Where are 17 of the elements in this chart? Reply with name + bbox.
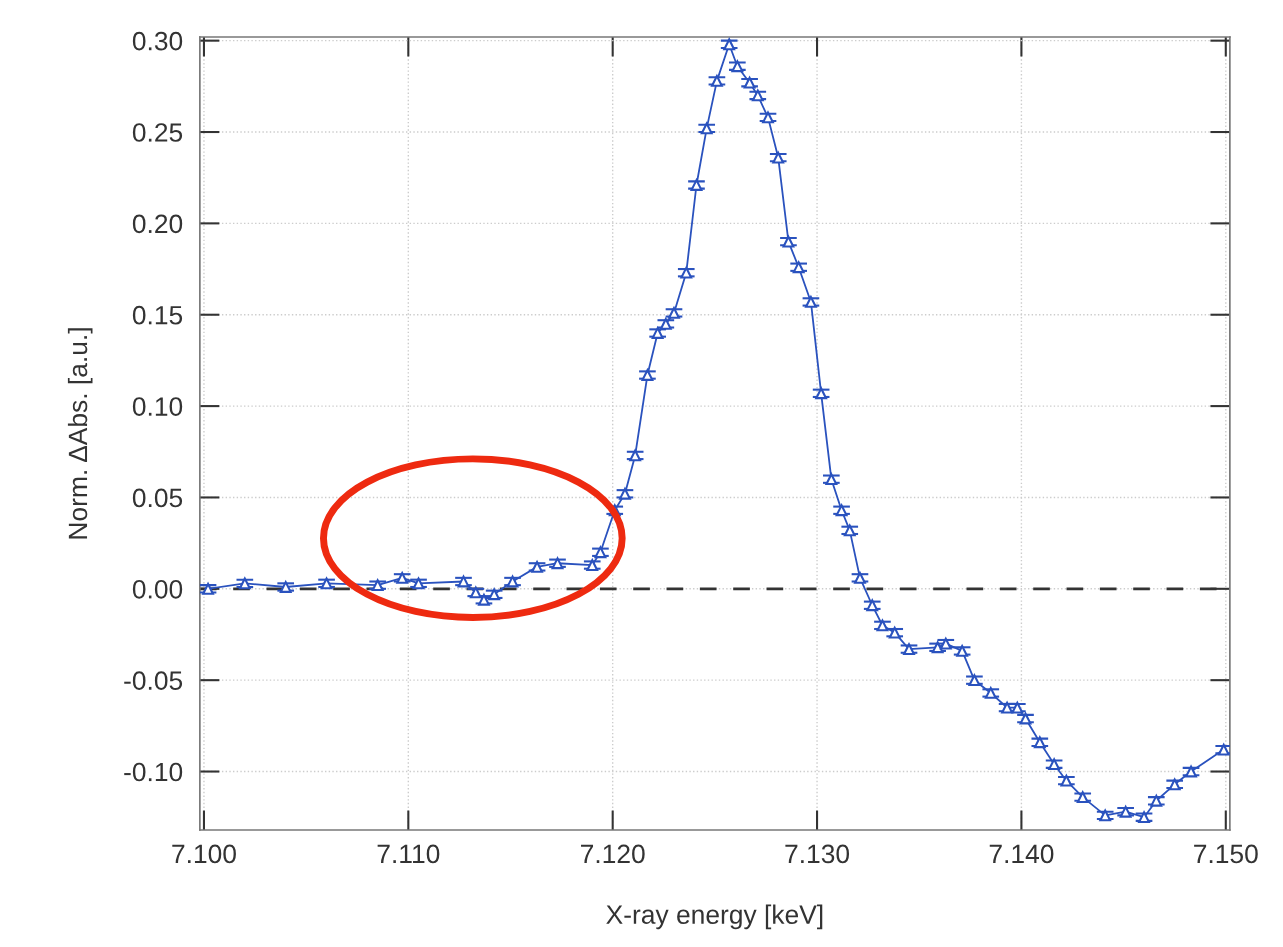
- y-tick-label: 0.30: [132, 31, 183, 51]
- y-axis-title: Norm. ΔAbs. [a.u.]: [67, 328, 93, 539]
- x-tick-label: 7.150: [1194, 844, 1258, 864]
- y-tick-label: -0.10: [124, 762, 183, 782]
- y-tick-label: 0.15: [132, 305, 183, 325]
- y-tick-label: 0.10: [132, 397, 183, 416]
- x-tick-label: 7.140: [989, 844, 1054, 864]
- x-tick-label: 7.130: [785, 844, 850, 864]
- y-tick-label: 0.20: [132, 214, 183, 234]
- x-tick-label: 7.110: [377, 844, 440, 864]
- y-tick-label: 0.25: [132, 123, 183, 142]
- y-tick-label: 0.05: [132, 488, 183, 508]
- y-tick-label: 0.00: [132, 579, 183, 599]
- x-axis-title: X-ray energy [keV]: [606, 904, 823, 930]
- x-tick-label: 7.120: [581, 844, 645, 864]
- x-tick-label: 7.100: [172, 844, 236, 864]
- y-tick-label: -0.05: [124, 671, 183, 690]
